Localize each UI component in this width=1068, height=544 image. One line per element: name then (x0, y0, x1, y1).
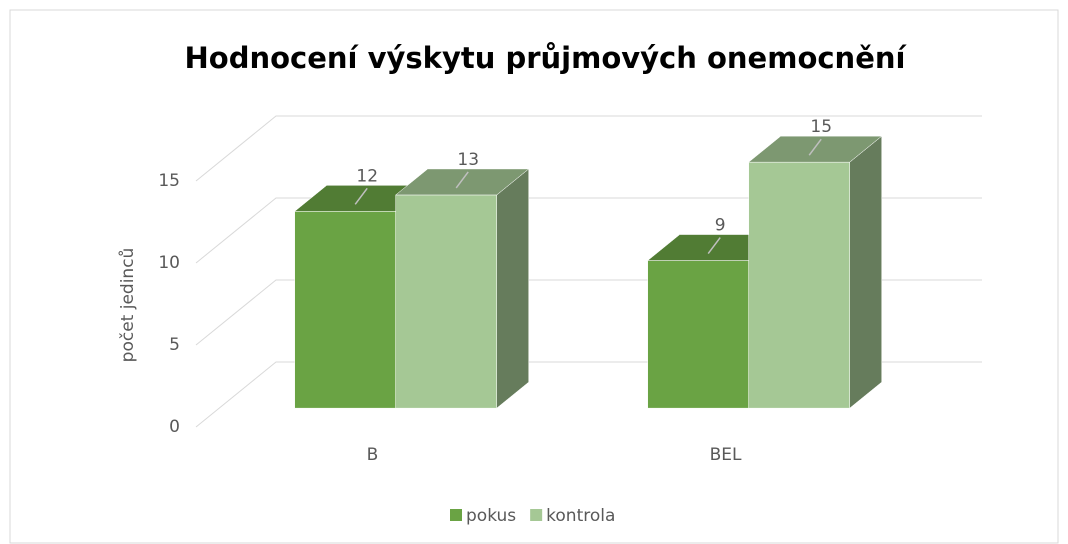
bar-side (496, 168, 529, 409)
grid-line (195, 115, 982, 182)
legend-label: pokus (466, 506, 516, 526)
chart-title: Hodnocení výskytu průjmových onemocnění (185, 41, 908, 75)
bar-top (394, 168, 530, 196)
data-label: 13 (457, 150, 479, 170)
y-tick-label: 15 (158, 171, 180, 191)
bar (747, 135, 883, 409)
leader-line (707, 237, 721, 255)
y-tick-label: 10 (158, 253, 180, 273)
legend-swatch (450, 509, 462, 521)
chart-frame (9, 9, 1059, 544)
x-tick-label: B (367, 445, 379, 465)
x-tick-label: BEL (710, 445, 742, 465)
data-label: 15 (810, 117, 832, 137)
bar-front (647, 260, 749, 409)
leader-line (354, 187, 368, 205)
grid-line (195, 197, 982, 264)
bar-top (747, 135, 883, 163)
legend-label: kontrola (546, 506, 615, 526)
bar-front (395, 194, 497, 409)
y-tick-label: 0 (169, 417, 180, 437)
data-label: 9 (715, 216, 726, 236)
data-label: 12 (356, 166, 378, 186)
bar-side (849, 135, 882, 409)
leader-line (455, 171, 469, 189)
bar (394, 168, 530, 409)
leader-line (808, 138, 822, 156)
bar-front (294, 211, 396, 409)
legend-swatch (530, 509, 543, 521)
y-tick-label: 5 (169, 335, 180, 355)
y-axis-label: počet jedinců (118, 248, 138, 363)
bar-front (748, 161, 850, 409)
